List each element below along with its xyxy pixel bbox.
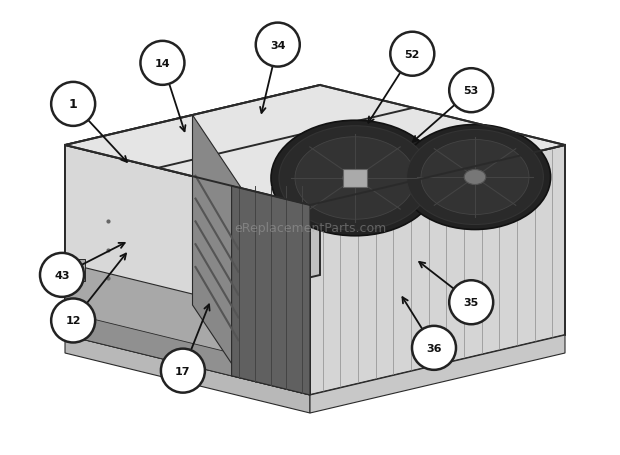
Circle shape — [412, 326, 456, 370]
FancyBboxPatch shape — [343, 170, 367, 187]
Polygon shape — [310, 335, 565, 413]
Circle shape — [450, 281, 493, 324]
Polygon shape — [65, 263, 310, 395]
Polygon shape — [192, 116, 241, 379]
Text: 52: 52 — [405, 50, 420, 60]
Polygon shape — [65, 86, 320, 335]
Ellipse shape — [464, 170, 486, 185]
Polygon shape — [65, 335, 310, 413]
Circle shape — [161, 349, 205, 393]
Text: 34: 34 — [270, 40, 285, 51]
Circle shape — [51, 83, 95, 126]
Polygon shape — [310, 146, 565, 395]
FancyBboxPatch shape — [71, 259, 85, 281]
Circle shape — [450, 69, 493, 113]
Ellipse shape — [271, 121, 439, 236]
Circle shape — [51, 299, 95, 343]
Text: 53: 53 — [464, 86, 479, 96]
Text: 36: 36 — [427, 343, 441, 353]
Ellipse shape — [279, 126, 431, 231]
Text: 43: 43 — [55, 270, 69, 280]
Ellipse shape — [343, 170, 367, 187]
Ellipse shape — [407, 130, 543, 225]
Ellipse shape — [295, 137, 415, 220]
Circle shape — [391, 33, 434, 76]
Text: 1: 1 — [69, 98, 78, 111]
Circle shape — [256, 24, 299, 67]
Text: 17: 17 — [175, 366, 190, 376]
Ellipse shape — [399, 125, 551, 230]
Polygon shape — [232, 187, 310, 395]
Circle shape — [40, 253, 84, 297]
Text: 12: 12 — [66, 316, 81, 326]
Circle shape — [141, 42, 184, 86]
Ellipse shape — [421, 140, 529, 215]
Text: 35: 35 — [464, 298, 479, 308]
Polygon shape — [65, 313, 310, 395]
Text: eReplacementParts.com: eReplacementParts.com — [234, 221, 386, 234]
Polygon shape — [65, 146, 310, 395]
Polygon shape — [65, 86, 565, 206]
Text: 14: 14 — [154, 59, 170, 69]
